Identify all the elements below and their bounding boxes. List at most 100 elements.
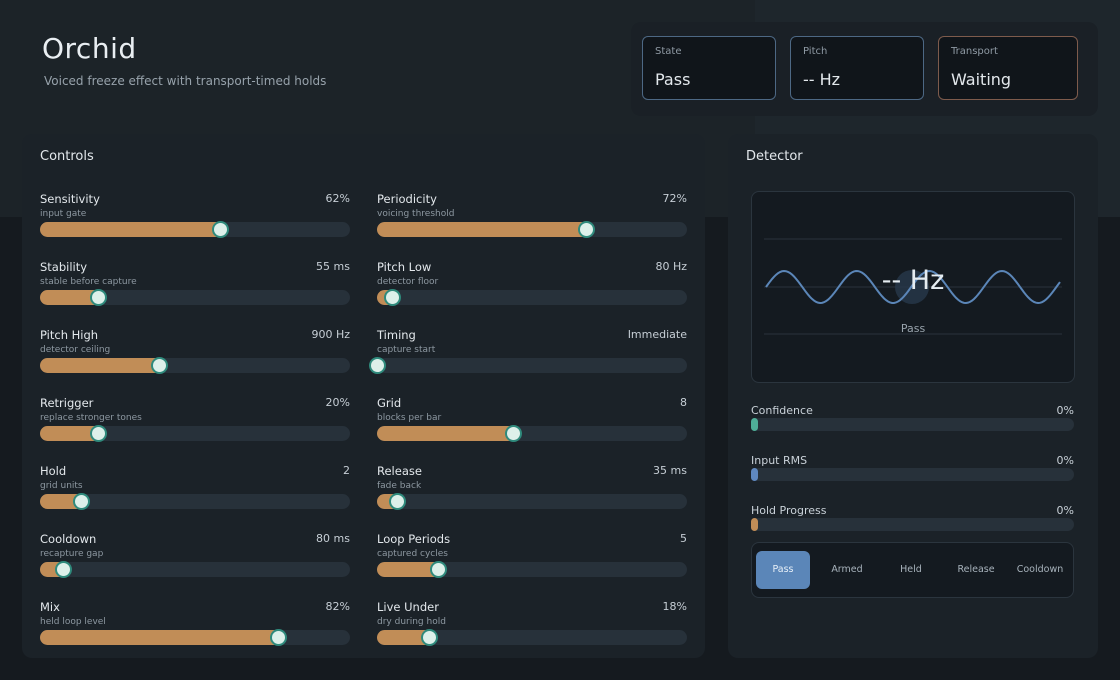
control-cooldown: Cooldown 80 ms recapture gap	[40, 532, 350, 584]
control-value: Immediate	[627, 328, 687, 341]
control-hint: recapture gap	[40, 549, 104, 559]
control-value: 900 Hz	[311, 328, 350, 341]
stage-release: Release	[957, 564, 995, 575]
meter-fill	[751, 418, 758, 431]
control-value: 72%	[662, 192, 687, 205]
control-value: 62%	[325, 192, 350, 205]
control-pitch-low: Pitch Low 80 Hz detector floor	[377, 260, 687, 312]
control-hint: held loop level	[40, 617, 106, 627]
controls-title: Controls	[40, 149, 94, 164]
slider-fill	[377, 630, 435, 645]
control-grid: Grid 8 blocks per bar	[377, 396, 687, 448]
meter-fill	[751, 518, 758, 531]
meter-label: Hold Progress	[751, 504, 827, 517]
slider-thumb[interactable]	[421, 629, 438, 646]
transport-label: Transport	[951, 46, 998, 57]
slider-thumb[interactable]	[55, 561, 72, 578]
controls-panel: Controls Sensitivity 62% input gate Periodi…	[22, 134, 705, 658]
meter-bar	[751, 468, 1074, 481]
meter-label: Confidence	[751, 404, 813, 417]
slider-fill	[40, 426, 104, 441]
control-stability: Stability 55 ms stable before capture	[40, 260, 350, 312]
control-periodicity: Periodicity 72% voicing threshold	[377, 192, 687, 244]
slider-thumb[interactable]	[505, 425, 522, 442]
control-hint: replace stronger tones	[40, 413, 142, 423]
control-name: Pitch Low	[377, 260, 432, 274]
control-mix: Mix 82% held loop level	[40, 600, 350, 652]
pitch-label: Pitch	[803, 46, 828, 57]
detector-title: Detector	[746, 149, 803, 164]
slider-fill	[40, 358, 165, 373]
control-loop-periods: Loop Periods 5 captured cycles	[377, 532, 687, 584]
meter-value: 0%	[1056, 404, 1074, 417]
loop-periods-slider[interactable]	[377, 561, 687, 578]
control-value: 5	[680, 532, 687, 545]
slider-thumb[interactable]	[384, 289, 401, 306]
grid-slider[interactable]	[377, 425, 687, 442]
timing-slider[interactable]	[369, 357, 687, 374]
control-hint: capture start	[377, 345, 436, 355]
slider-fill	[377, 426, 519, 441]
control-sensitivity: Sensitivity 62% input gate	[40, 192, 350, 244]
meter-bar	[751, 418, 1074, 431]
stability-slider[interactable]	[40, 289, 350, 306]
control-timing: Timing Immediate capture start	[369, 328, 687, 380]
slider-thumb[interactable]	[90, 289, 107, 306]
control-hint: detector ceiling	[40, 345, 111, 355]
state-card: State Pass	[642, 36, 776, 100]
hold-progress-meter: Hold Progress 0%	[751, 504, 1074, 544]
scope-state-readout: Pass	[900, 322, 926, 335]
meter-label: Input RMS	[751, 454, 808, 467]
slider-fill	[40, 630, 284, 645]
pitch-low-slider[interactable]	[377, 289, 687, 306]
cooldown-slider[interactable]	[40, 561, 350, 578]
mix-slider[interactable]	[40, 629, 350, 646]
control-hint: dry during hold	[377, 617, 446, 627]
release-slider[interactable]	[377, 493, 687, 510]
slider-thumb[interactable]	[90, 425, 107, 442]
stage-armed: Armed	[831, 564, 863, 575]
stage-strip: Pass Armed Held Release Cooldown	[751, 542, 1074, 598]
control-name: Release	[377, 464, 422, 478]
slider-thumb[interactable]	[270, 629, 287, 646]
confidence-meter: Confidence 0%	[751, 404, 1074, 444]
control-name: Timing	[377, 328, 416, 342]
live-under-slider[interactable]	[377, 629, 687, 646]
control-name: Loop Periods	[377, 532, 451, 546]
slider-thumb[interactable]	[73, 493, 90, 510]
control-value: 82%	[325, 600, 350, 613]
control-name: Retrigger	[40, 396, 94, 410]
scope-waveform	[764, 238, 1062, 335]
control-value: 80 ms	[316, 532, 350, 545]
control-value: 80 Hz	[655, 260, 687, 273]
slider-thumb[interactable]	[389, 493, 406, 510]
hold-slider[interactable]	[40, 493, 350, 510]
slider-thumb[interactable]	[212, 221, 229, 238]
slider-thumb[interactable]	[430, 561, 447, 578]
pitch-card: Pitch -- Hz	[790, 36, 924, 100]
input-rms-meter: Input RMS 0%	[751, 454, 1074, 494]
control-hold: Hold 2 grid units	[40, 464, 350, 516]
stage-cooldown: Cooldown	[1016, 564, 1064, 575]
control-release: Release 35 ms fade back	[377, 464, 687, 516]
meter-fill	[751, 468, 758, 481]
control-name: Cooldown	[40, 532, 97, 546]
slider-thumb[interactable]	[369, 357, 386, 374]
control-name: Pitch High	[40, 328, 99, 342]
control-hint: fade back	[377, 481, 422, 491]
control-value: 2	[343, 464, 350, 477]
slider-thumb[interactable]	[151, 357, 168, 374]
transport-value: Waiting	[951, 70, 1012, 89]
sensitivity-slider[interactable]	[40, 221, 350, 238]
periodicity-slider[interactable]	[377, 221, 687, 238]
pitch-high-slider[interactable]	[40, 357, 350, 374]
slider-fill	[40, 290, 104, 305]
retrigger-slider[interactable]	[40, 425, 350, 442]
slider-thumb[interactable]	[578, 221, 595, 238]
control-value: 55 ms	[316, 260, 350, 273]
meter-value: 0%	[1056, 504, 1074, 517]
transport-card: Transport Waiting	[938, 36, 1078, 100]
status-bar: State Pass Pitch -- Hz Transport Waiting	[631, 22, 1098, 116]
control-hint: input gate	[40, 209, 87, 219]
slider-fill	[40, 222, 226, 237]
